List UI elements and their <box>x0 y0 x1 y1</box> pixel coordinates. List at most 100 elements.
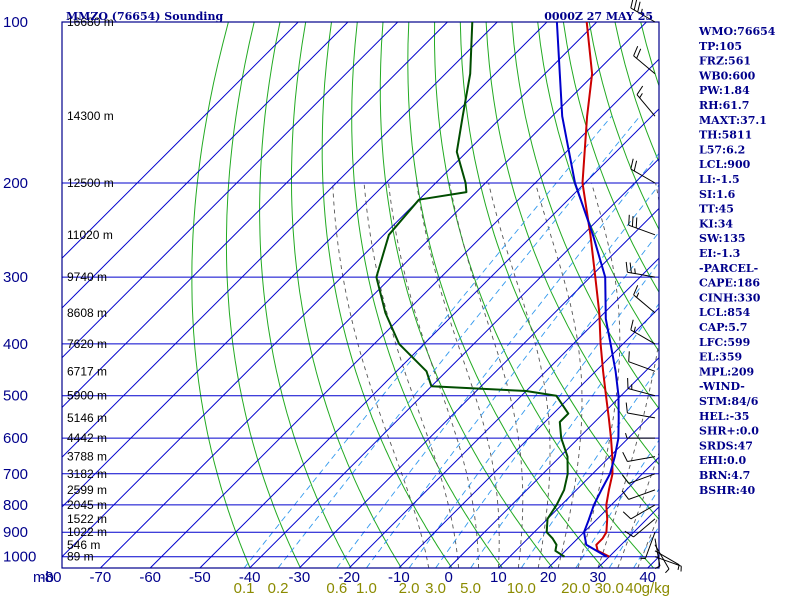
wind-barb <box>630 0 656 23</box>
stability-index: LCL:900 <box>699 158 751 171</box>
temperature-tick-label: 10 <box>490 569 507 586</box>
station-title: MMZO (76654) Sounding <box>66 10 223 23</box>
stability-index: SRDS:47 <box>699 439 753 452</box>
temperature-tick-label: 30 <box>590 569 607 586</box>
stability-index: SHR+:0.0 <box>699 425 759 438</box>
temperature-tick-label: -30 <box>289 569 311 586</box>
stability-index: L57:6.2 <box>699 143 745 156</box>
wind-barb <box>633 46 656 75</box>
stability-index: LFC:599 <box>699 336 750 349</box>
height-label: 5146 m <box>67 411 107 425</box>
mixing-ratio-line <box>520 366 659 568</box>
mixing-ratio-label: 30.0 <box>595 580 624 597</box>
wind-barb <box>627 377 656 397</box>
stability-index: SW:135 <box>699 232 746 245</box>
height-label: 14300 m <box>67 109 114 123</box>
mixing-ratio-line <box>408 231 659 568</box>
mixing-ratio-label: 0.2 <box>268 580 289 597</box>
dry-adiabat <box>321 22 453 568</box>
stability-index: EL:359 <box>699 351 742 364</box>
height-label: 6717 m <box>67 364 107 378</box>
mixing-ratio-label: 20.0 <box>561 580 590 597</box>
height-label: 2599 m <box>67 483 107 497</box>
height-label: 8608 m <box>67 306 107 320</box>
height-label: 1522 m <box>67 512 107 526</box>
isotherm-line <box>249 157 659 568</box>
dewpoint-profile <box>375 22 570 558</box>
stability-index: TH:5811 <box>699 129 752 142</box>
pressure-tick-label: 500 <box>3 388 28 405</box>
stability-index: FRZ:561 <box>699 55 751 68</box>
wind-barb <box>630 319 656 345</box>
pressure-tick-label: 600 <box>3 430 28 447</box>
wind-barb <box>624 518 656 538</box>
pressure-tick-label: 100 <box>3 14 28 31</box>
temperature-tick-label: -60 <box>139 569 161 586</box>
stability-index: BRN:4.7 <box>699 469 750 482</box>
stability-index: WMO:76654 <box>698 25 776 38</box>
isotherm-line <box>62 22 448 409</box>
stability-index: BSHR:40 <box>699 484 755 497</box>
wind-barbs <box>622 0 682 574</box>
isotherm-line <box>62 22 399 359</box>
mixing-ratio-label: 10.0 <box>507 580 536 597</box>
stability-index: WB0:600 <box>698 69 756 82</box>
moist-adiabat <box>597 182 659 568</box>
height-label: 7620 m <box>67 337 107 351</box>
temperature-tick-label: -10 <box>388 569 410 586</box>
temperature-tick-label: -70 <box>90 569 112 586</box>
height-label: 9740 m <box>67 270 107 284</box>
height-label: 3182 m <box>67 467 107 481</box>
temperature-tick-label: -40 <box>239 569 261 586</box>
sounding-time: 0000Z 27 MAY 25 <box>544 10 653 23</box>
isotherm-line <box>62 22 349 309</box>
stability-index: TP:105 <box>699 40 742 53</box>
plot-frame <box>61 21 660 569</box>
stability-index: CINH:330 <box>699 291 761 304</box>
isobar-isotherm-grid <box>61 21 660 569</box>
pressure-tick-label: 900 <box>3 524 28 541</box>
isotherm-line <box>100 22 647 568</box>
isotherm-line <box>62 22 548 508</box>
isotherm-line <box>398 307 659 568</box>
height-label: 12500 m <box>67 176 114 190</box>
stability-index: LCL:854 <box>699 306 751 319</box>
temperature-tick-label: 40 <box>639 569 656 586</box>
isotherm-line <box>62 22 299 259</box>
isotherm-line <box>348 257 659 568</box>
moist-adiabat <box>332 182 430 568</box>
moist-adiabat <box>577 182 621 568</box>
mixing-ratio-label: 1.0 <box>356 580 377 597</box>
stability-index: RH:61.7 <box>699 99 749 112</box>
moist-adiabat <box>535 182 583 568</box>
stability-index: MAXT:37.1 <box>699 114 767 127</box>
dry-adiabat <box>291 22 402 568</box>
wind-barb <box>654 556 682 572</box>
dry-adiabat <box>562 22 659 294</box>
mixing-ratio-label: 2.0 <box>399 580 420 597</box>
wind-barb <box>636 85 656 117</box>
temperature-tick-label: -50 <box>189 569 211 586</box>
dry-adiabat <box>191 22 251 568</box>
wind-barb <box>630 158 656 184</box>
dry-adiabat <box>537 22 659 353</box>
stability-index: TT:45 <box>699 203 734 216</box>
mixing-ratio-line <box>243 115 612 568</box>
moist-adiabat <box>363 182 460 568</box>
isotherm-line <box>498 406 659 568</box>
wind-barb <box>622 451 656 462</box>
mixing-ratio-label: 0.6 <box>326 580 347 597</box>
wind-barb <box>640 532 656 559</box>
mixing-ratio-line <box>336 152 659 568</box>
wind-barb <box>622 504 656 520</box>
wind-barb <box>622 473 656 484</box>
dry-adiabat <box>459 22 659 521</box>
wind-barb <box>622 489 656 500</box>
mixing-ratio-label: 40 <box>625 580 642 597</box>
isotherm-line <box>448 356 659 568</box>
height-label: 3788 m <box>67 450 107 464</box>
wind-barb <box>625 261 656 278</box>
moist-adiabat <box>416 182 500 568</box>
stability-index: EI:-1.3 <box>699 247 740 260</box>
